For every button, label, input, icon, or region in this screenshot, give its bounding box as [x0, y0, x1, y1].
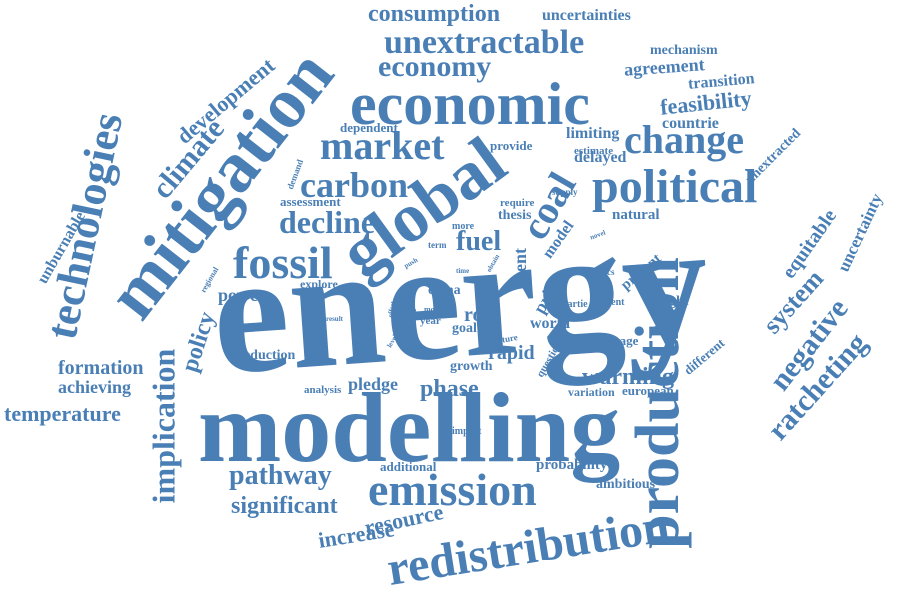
- word-delayed: delayed: [574, 149, 627, 166]
- word-assessment: assessment: [280, 194, 341, 209]
- word-provide: provide: [490, 138, 533, 153]
- word-policy: policy: [176, 308, 221, 376]
- word-year: year: [420, 315, 441, 327]
- word-formation: formation: [58, 357, 144, 379]
- word-fossil: fossil: [233, 237, 333, 288]
- word-modelling: modelling: [198, 372, 621, 483]
- word-uncertainty: uncertainty: [833, 190, 887, 275]
- word-limiting: limiting: [566, 125, 620, 142]
- word-rapid: rapid: [488, 342, 535, 364]
- word-partie: partie: [562, 299, 588, 310]
- word-analysis: analysis: [304, 384, 342, 396]
- word-fuel: fuel: [456, 226, 502, 257]
- word-budget: budget: [479, 321, 490, 348]
- word-pathway: pathway: [229, 460, 332, 491]
- word-result: result: [326, 315, 343, 323]
- word-reduction: reduction: [238, 348, 296, 363]
- word-net: net: [472, 276, 484, 290]
- word-thesis: thesis: [498, 208, 532, 223]
- word-technologies: technologies: [36, 108, 133, 344]
- word-variation: variation: [568, 385, 615, 399]
- word-unextracted: unextracted: [742, 126, 805, 188]
- word-insight: insight: [648, 294, 689, 309]
- word-political: political: [592, 160, 758, 213]
- word-implication: implication: [145, 348, 182, 504]
- word-supply: supply: [552, 187, 578, 197]
- word-dependent: dependent: [340, 120, 398, 135]
- word-storage: storage: [598, 333, 639, 348]
- word-beccs: beccs: [594, 267, 615, 277]
- word-natural: natural: [612, 207, 660, 223]
- word-consumption: consumption: [368, 1, 501, 27]
- word-unextractable: unextractable: [384, 24, 585, 61]
- word-temperature: temperature: [4, 401, 121, 426]
- word-china: china: [428, 283, 461, 298]
- word-limited: limited: [408, 309, 418, 336]
- word-peak: peak: [434, 310, 451, 319]
- word-most: most: [424, 305, 441, 314]
- word-phase: phase: [420, 376, 479, 402]
- word-probability: probability: [536, 457, 608, 473]
- word-world: world: [530, 315, 570, 332]
- word-goal: goal: [452, 321, 477, 336]
- word-market: market: [320, 123, 445, 168]
- word-more: more: [452, 221, 475, 232]
- word-impact: impact: [452, 426, 482, 437]
- word-explore: explore: [300, 277, 338, 291]
- word-term: term: [428, 240, 447, 250]
- word-economy: economy: [378, 50, 492, 83]
- word-economic: economic: [350, 71, 590, 137]
- word-power: power: [218, 285, 266, 305]
- word-countrie: countrie: [662, 115, 719, 132]
- word-require: require: [500, 197, 535, 209]
- word-change: change: [624, 117, 744, 162]
- word-emission: emission: [368, 464, 537, 515]
- word-recent: recent: [598, 297, 625, 308]
- word-european: european: [622, 383, 674, 398]
- word-achieving: achieving: [58, 377, 132, 397]
- word-decline: decline: [279, 204, 375, 240]
- word-warming: warming: [582, 364, 674, 390]
- word-growth: growth: [450, 359, 493, 374]
- word-ambitious: ambitious: [596, 477, 656, 492]
- word-significant: significant: [231, 493, 338, 519]
- word-mechanism: mechanism: [650, 43, 718, 58]
- word-carbon: carbon: [300, 165, 408, 205]
- word-time: time: [456, 267, 470, 275]
- word-rule: rule: [515, 275, 524, 288]
- word-additional: additional: [380, 459, 437, 474]
- word-uncertainties: uncertainties: [542, 7, 631, 24]
- word-feasibility: feasibility: [658, 85, 753, 120]
- word-pledge: pledge: [348, 374, 399, 394]
- word-estimate: estimate: [574, 145, 614, 157]
- word-role: role: [464, 304, 497, 326]
